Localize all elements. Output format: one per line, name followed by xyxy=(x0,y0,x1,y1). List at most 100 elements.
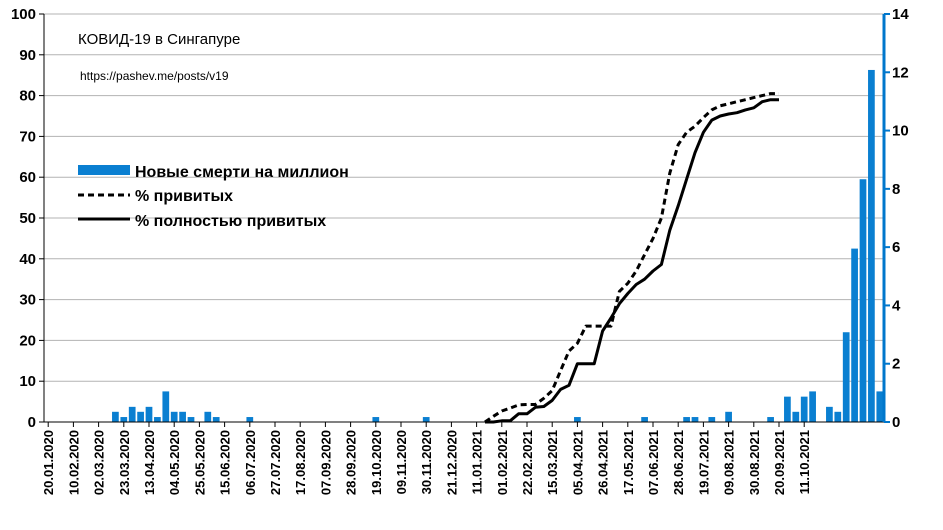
x-tick-label: 07.06.2021 xyxy=(646,430,661,495)
x-tick-label: 09.11.2020 xyxy=(394,430,409,494)
left-tick-label: 100 xyxy=(11,6,36,23)
bar-deaths xyxy=(187,417,195,422)
right-tick-label: 14 xyxy=(892,6,909,23)
bar-deaths xyxy=(204,411,212,422)
bars-series xyxy=(112,69,884,422)
line-fully-vaccinated xyxy=(485,98,779,424)
chart-subtitle: https://pashev.me/posts/v19 xyxy=(80,69,229,83)
left-tick-label: 50 xyxy=(19,210,36,227)
right-tick-label: 4 xyxy=(892,297,901,314)
bar-deaths xyxy=(800,396,808,422)
x-tick-label: 11.10.2021 xyxy=(797,430,812,494)
x-tick-label: 04.05.2020 xyxy=(167,430,182,495)
bar-deaths xyxy=(708,417,716,422)
bar-deaths xyxy=(246,417,254,422)
left-tick-label: 60 xyxy=(19,169,36,186)
x-tick-label: 13.04.2020 xyxy=(142,430,157,495)
left-tick-label: 20 xyxy=(19,332,36,349)
line-vaccinated xyxy=(484,92,779,424)
bar-deaths xyxy=(422,417,430,422)
left-tick-label: 80 xyxy=(19,88,36,105)
bar-deaths xyxy=(179,411,186,422)
bar-deaths xyxy=(834,411,842,422)
bar-deaths xyxy=(212,417,220,422)
x-tick-label: 20.01.2020 xyxy=(41,430,56,495)
bar-deaths xyxy=(725,411,732,422)
right-tick-label: 10 xyxy=(892,123,909,140)
bar-deaths xyxy=(162,391,170,422)
bar-deaths xyxy=(120,417,128,422)
x-tick-label: 19.07.2021 xyxy=(696,430,711,495)
right-tick-label: 2 xyxy=(892,356,900,373)
grid xyxy=(44,13,884,423)
x-tick-label: 28.09.2020 xyxy=(344,430,359,495)
x-tick-label: 20.09.2021 xyxy=(772,430,787,495)
x-tick-label: 05.04.2021 xyxy=(570,430,585,495)
x-tick-label: 06.07.2020 xyxy=(243,430,258,495)
x-tick-label: 17.05.2021 xyxy=(621,430,636,495)
bar-deaths xyxy=(851,248,858,422)
bar-deaths xyxy=(784,396,791,422)
bar-deaths xyxy=(574,417,581,422)
bar-deaths xyxy=(876,391,884,422)
right-tick-label: 0 xyxy=(892,414,900,431)
left-tick-label: 70 xyxy=(19,128,36,145)
x-tick-label: 10.02.2020 xyxy=(66,430,81,495)
bar-deaths xyxy=(170,411,178,422)
left-axis-ticks: 0 10 20 30 40 50 60 70 80 90 100 xyxy=(11,6,44,431)
left-tick-label: 0 xyxy=(28,414,36,431)
bar-deaths xyxy=(641,417,648,422)
legend-label-fully-vaccinated: % полностью привитых xyxy=(135,213,326,230)
x-axis-ticks: 20.01.2020 10.02.2020 02.03.2020 23.03.2020… xyxy=(41,422,812,495)
x-tick-label: 01.02.2021 xyxy=(495,430,510,495)
bar-deaths xyxy=(868,69,875,422)
legend: Новые смерти на миллион % привитых % пол… xyxy=(78,164,349,230)
bar-deaths xyxy=(372,417,380,422)
x-tick-label: 09.08.2021 xyxy=(722,430,737,495)
x-tick-label: 17.08.2020 xyxy=(293,430,308,495)
right-tick-label: 6 xyxy=(892,239,900,256)
x-tick-label: 27.07.2020 xyxy=(268,430,283,495)
bar-deaths xyxy=(792,411,800,422)
bar-deaths xyxy=(691,417,699,422)
bar-deaths xyxy=(809,391,816,422)
bar-deaths xyxy=(154,417,161,422)
right-tick-label: 8 xyxy=(892,181,900,198)
left-tick-label: 30 xyxy=(19,292,36,309)
bar-deaths xyxy=(145,406,153,422)
x-tick-label: 28.06.2021 xyxy=(671,430,686,495)
right-tick-label: 12 xyxy=(892,64,909,81)
left-tick-label: 10 xyxy=(19,373,36,390)
bar-deaths xyxy=(859,179,867,422)
x-tick-label: 23.03.2020 xyxy=(117,430,132,495)
x-tick-label: 15.06.2020 xyxy=(218,430,233,495)
x-tick-label: 22.02.2021 xyxy=(520,430,535,495)
left-tick-label: 90 xyxy=(19,47,36,64)
line-series xyxy=(484,92,779,424)
x-tick-label: 26.04.2021 xyxy=(596,430,611,495)
right-axis-ticks: 0 2 4 6 8 10 12 14 xyxy=(884,6,909,431)
legend-label-deaths: Новые смерти на миллион xyxy=(135,164,349,181)
x-tick-label: 11.01.2021 xyxy=(470,430,485,494)
x-tick-label: 15.03.2021 xyxy=(545,430,560,495)
bar-deaths xyxy=(826,406,833,422)
bar-deaths xyxy=(842,332,850,422)
x-tick-label: 25.05.2020 xyxy=(192,430,207,495)
bar-deaths xyxy=(128,406,136,422)
legend-label-vaccinated: % привитых xyxy=(135,188,233,205)
x-tick-label: 07.09.2020 xyxy=(318,430,333,495)
left-tick-label: 40 xyxy=(19,251,36,268)
bar-deaths xyxy=(683,417,690,422)
bar-deaths xyxy=(767,417,774,422)
bar-deaths xyxy=(137,411,144,422)
x-tick-label: 30.08.2021 xyxy=(747,430,762,495)
x-tick-label: 19.10.2020 xyxy=(369,430,384,495)
x-tick-label: 02.03.2020 xyxy=(92,430,107,495)
legend-swatch-bar xyxy=(78,165,130,175)
chart-title: КОВИД-19 в Сингапуре xyxy=(78,31,240,48)
bar-deaths xyxy=(112,411,119,422)
x-tick-label: 30.11.2020 xyxy=(419,430,434,494)
x-tick-label: 21.12.2020 xyxy=(444,430,459,495)
